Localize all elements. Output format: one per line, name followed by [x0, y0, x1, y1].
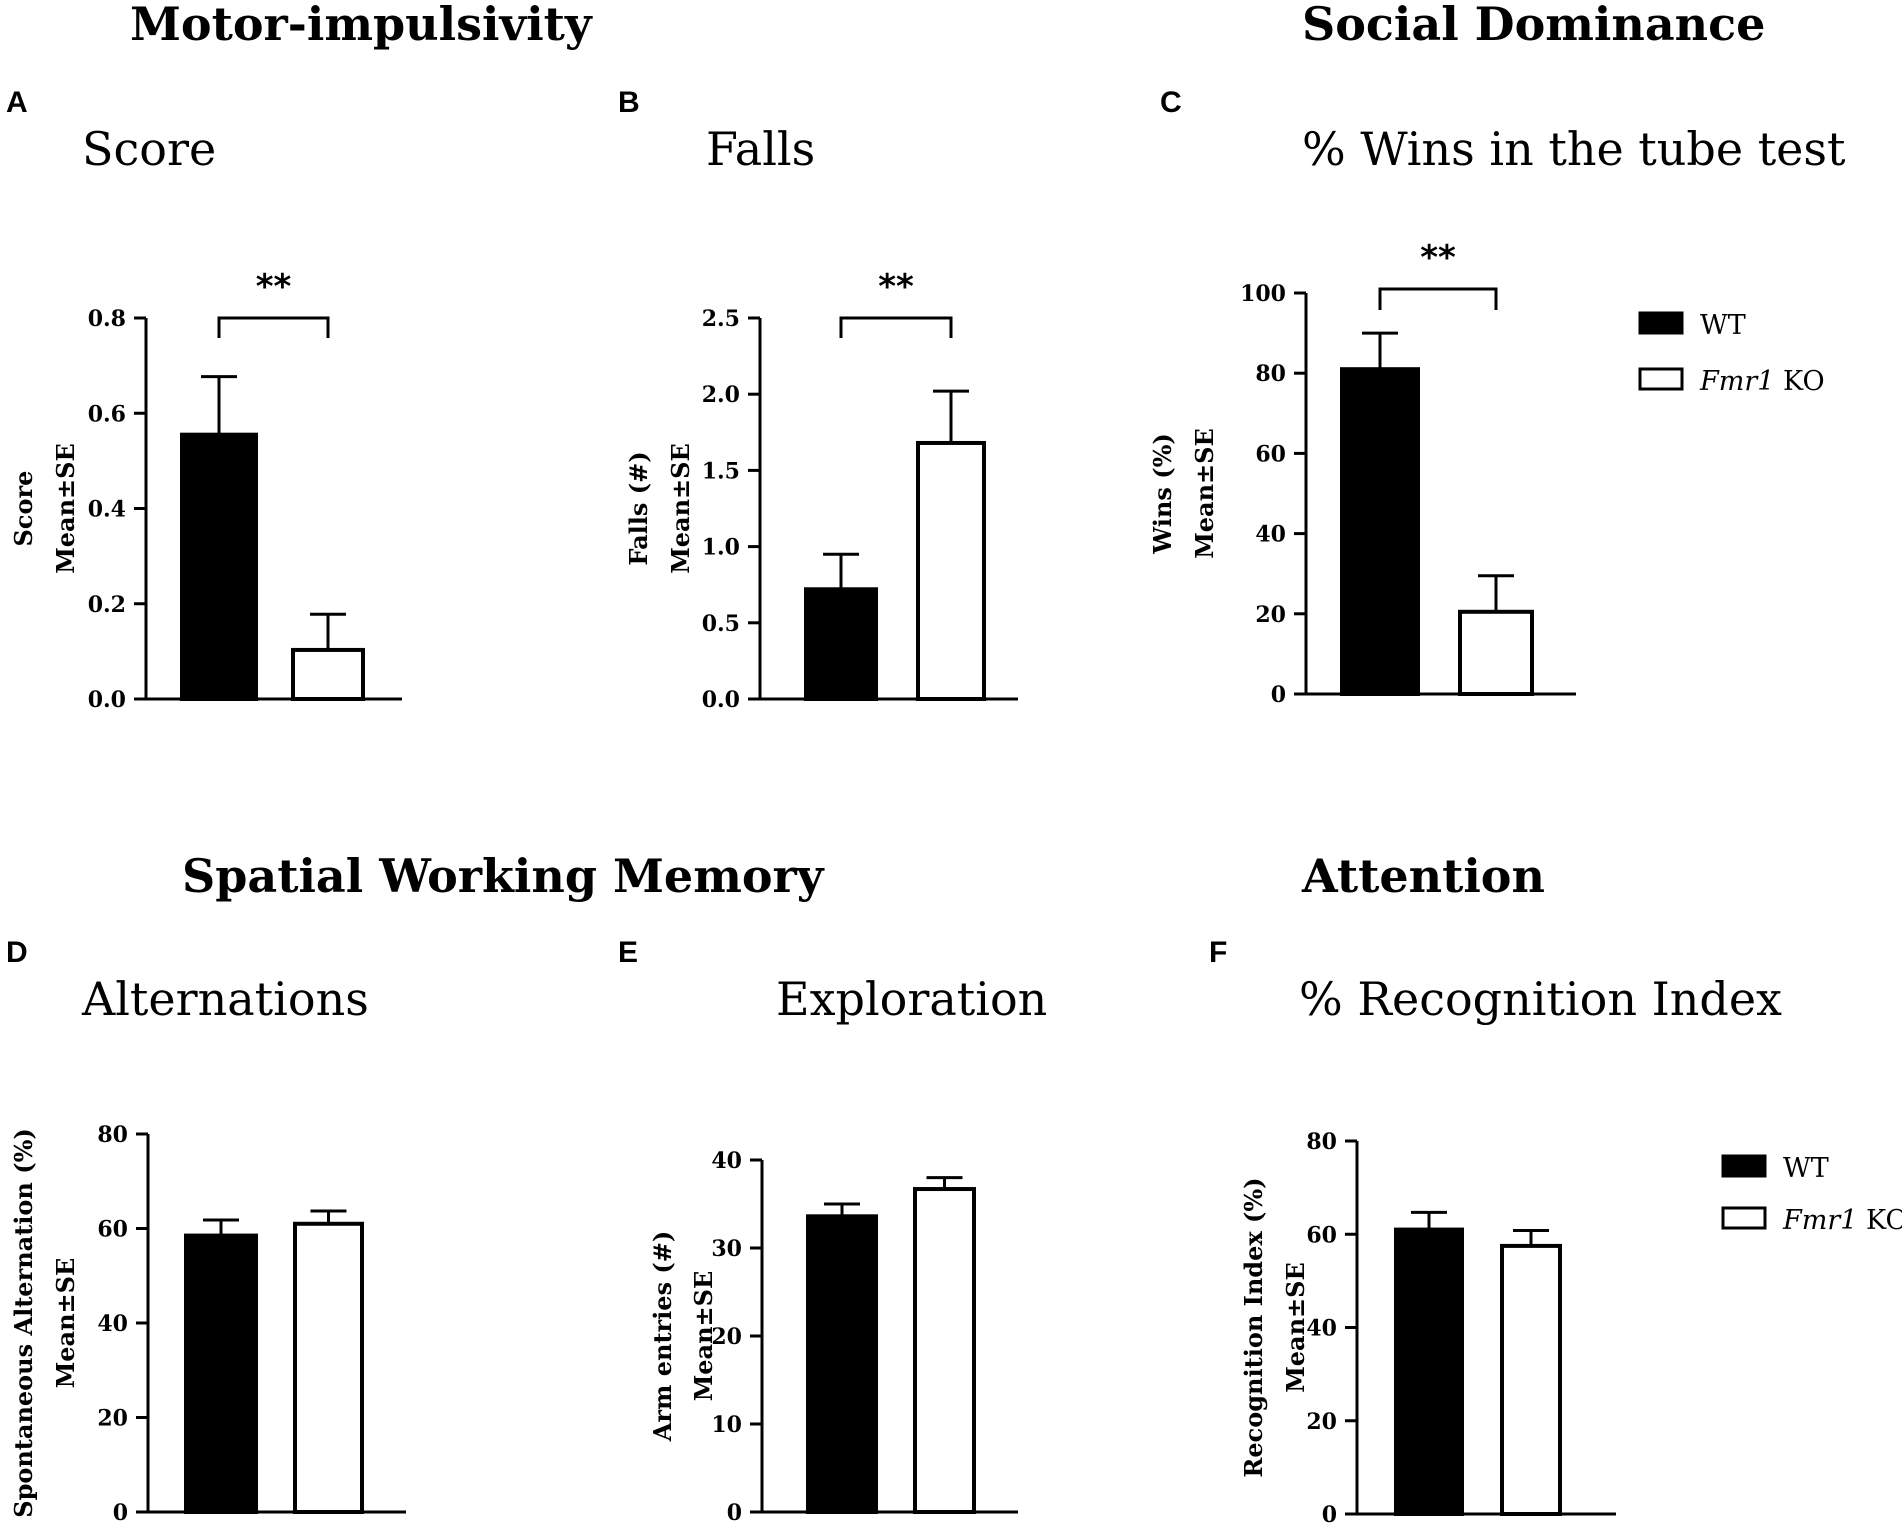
panel-title: % Recognition Index: [1299, 972, 1782, 1026]
significance-label: **: [878, 267, 914, 307]
bar-fmr1-ko: [913, 1187, 976, 1515]
panel-c: C % Wins in the tube test 0 20 40 60 80 100 Wins…: [1148, 86, 1846, 708]
y-tick-label: 0: [727, 1500, 742, 1526]
legend-swatch-wt: [1638, 311, 1684, 335]
legend-label-gene: Fmr1: [1699, 366, 1774, 397]
legend-swatch-fmr1-ko: [1638, 367, 1684, 391]
y-axis-label: Wins (%): [1148, 433, 1177, 554]
section-title-social: Social Dominance: [1302, 0, 1765, 51]
legend-label-suffix: KO: [1857, 1205, 1902, 1236]
panel-letter: B: [618, 86, 640, 119]
section-title-attention: Attention: [1301, 849, 1545, 903]
y-tick-label: 100: [1240, 281, 1286, 307]
y-tick-label: 40: [711, 1148, 742, 1174]
y-tick-label: 0: [1322, 1502, 1337, 1528]
y-axis-label: Spontaneous Alternation (%): [9, 1128, 38, 1518]
y-tick-label: 0: [1271, 682, 1286, 708]
y-tick-label: 30: [711, 1236, 742, 1262]
section-title-spatial: Spatial Working Memory: [182, 849, 825, 903]
y-tick-label: 20: [711, 1324, 742, 1350]
y-tick-label: 0: [113, 1500, 128, 1526]
y-tick-label: 20: [97, 1406, 128, 1432]
panel-f: F % Recognition Index 0 20 40 60 80 Recognition…: [1209, 936, 1902, 1528]
y-axis-label: Arm entries (#): [648, 1231, 677, 1443]
panel-title: Alternations: [81, 972, 369, 1026]
legend: WT Fmr1 KO: [1638, 310, 1825, 397]
y-axis-label: Score: [9, 471, 38, 547]
panel-e: E Exploration 0 10 20 30 40 Arm entries (#) Mean…: [618, 936, 1047, 1526]
y-tick-label: 60: [1306, 1222, 1337, 1248]
bar-fmr1-ko: [293, 1221, 364, 1515]
y-tick-label: 20: [1255, 602, 1286, 628]
y-axis-label: Falls (#): [624, 451, 653, 565]
panel-letter: F: [1209, 936, 1227, 969]
bar-wt: [806, 1214, 878, 1514]
y-tick-label: 0.0: [702, 687, 740, 713]
significance-label: **: [1420, 238, 1456, 278]
y-tick-label: 0.4: [88, 497, 126, 523]
panel-letter: D: [6, 936, 28, 969]
legend-swatch-fmr1-ko: [1721, 1206, 1767, 1230]
panel-title: Score: [82, 122, 216, 176]
y-tick-label: 40: [1306, 1316, 1337, 1342]
y-axis-sublabel: Mean±SE: [689, 1271, 718, 1402]
legend-label-fmr1-ko: Fmr1 KO: [1699, 366, 1825, 397]
y-axis-sublabel: Mean±SE: [666, 443, 695, 574]
y-tick-label: 2.0: [702, 382, 740, 408]
legend-swatch-wt: [1721, 1154, 1767, 1178]
legend-label-fmr1-ko: Fmr1 KO: [1782, 1205, 1902, 1236]
y-axis-sublabel: Mean±SE: [1281, 1262, 1310, 1393]
y-tick-label: 2.5: [702, 306, 740, 332]
significance-bracket: [1378, 287, 1498, 310]
panel-title: % Wins in the tube test: [1302, 122, 1846, 176]
panel-a: A Score 0.0 0.2 0.4 0.6 0.8 Score Mean±SE **: [6, 86, 402, 713]
panel-letter: C: [1160, 86, 1182, 119]
significance-bracket: [839, 316, 953, 338]
y-tick-label: 0.0: [88, 687, 126, 713]
y-tick-label: 60: [1255, 441, 1286, 467]
bar-fmr1-ko: [291, 647, 365, 701]
y-tick-label: 80: [97, 1122, 128, 1148]
panel-title: Exploration: [776, 972, 1047, 1026]
y-tick-label: 0.6: [88, 401, 126, 427]
y-axis-label: Recognition Index (%): [1239, 1177, 1268, 1477]
panel-letter: A: [6, 86, 28, 119]
bar-fmr1-ko: [916, 440, 986, 701]
panel-title: Falls: [706, 122, 815, 176]
y-tick-label: 0.5: [702, 611, 740, 637]
legend: WT Fmr1 KO: [1721, 1153, 1902, 1236]
panel-b: B Falls 0.0 0.5 1.0 1.5 2.0 2.5 Falls (#) Mean±SE…: [618, 86, 1018, 713]
bar-wt: [1340, 367, 1420, 696]
bar-wt: [184, 1233, 258, 1515]
y-axis-sublabel: Mean±SE: [1190, 428, 1219, 559]
y-tick-label: 0.8: [88, 306, 126, 332]
y-tick-label: 1.5: [702, 458, 740, 484]
y-tick-label: 80: [1255, 361, 1286, 387]
significance-label: **: [256, 267, 292, 307]
legend-label-wt: WT: [1700, 310, 1746, 341]
bar-wt: [804, 587, 878, 701]
bar-wt: [180, 432, 258, 701]
bar-fmr1-ko: [1458, 609, 1534, 696]
bar-wt: [1394, 1227, 1464, 1517]
panel-letter: E: [618, 936, 638, 969]
y-tick-label: 0.2: [88, 592, 126, 618]
bar-fmr1-ko: [1500, 1243, 1562, 1516]
y-tick-label: 1.0: [702, 535, 740, 561]
legend-label-gene: Fmr1: [1782, 1205, 1857, 1236]
section-title-motor: Motor-impulsivity: [130, 0, 593, 51]
y-axis-sublabel: Mean±SE: [51, 1258, 80, 1389]
panel-d: D Alternations 0 20 40 60 80 Spontaneous Altern…: [6, 936, 406, 1526]
y-tick-label: 40: [1255, 522, 1286, 548]
y-tick-label: 10: [711, 1412, 742, 1438]
significance-bracket: [217, 316, 330, 338]
y-tick-label: 20: [1306, 1409, 1337, 1435]
y-axis-sublabel: Mean±SE: [51, 443, 80, 574]
y-tick-label: 80: [1306, 1129, 1337, 1155]
y-tick-label: 60: [97, 1217, 128, 1243]
y-tick-label: 40: [97, 1311, 128, 1337]
legend-label-suffix: KO: [1774, 366, 1824, 397]
legend-label-wt: WT: [1783, 1153, 1829, 1184]
